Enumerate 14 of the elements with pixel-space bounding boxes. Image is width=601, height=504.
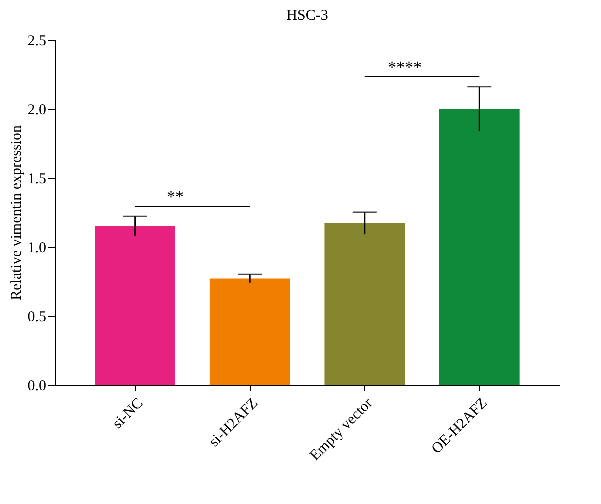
- y-axis-title: Relative vimentin expression: [8, 125, 25, 300]
- bar: [324, 224, 406, 385]
- y-tick-label: 0.5: [28, 310, 46, 326]
- y-tick-label: 0.0: [28, 378, 46, 394]
- chart-title: HSC-3: [286, 8, 328, 24]
- bar: [95, 226, 176, 385]
- annotation: **: [167, 188, 184, 207]
- y-tick-label: 2.5: [28, 34, 46, 50]
- y-tick-label: 1.5: [28, 172, 46, 188]
- annotation: ****: [388, 58, 422, 77]
- y-tick-label: 2.0: [28, 102, 46, 118]
- bar: [439, 109, 520, 385]
- y-tick-label: 1.0: [28, 240, 46, 256]
- bar: [210, 278, 290, 385]
